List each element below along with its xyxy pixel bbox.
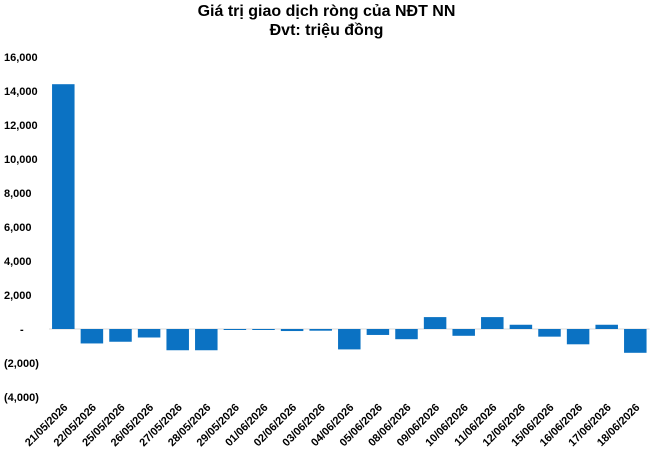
bar-17/06/2026 bbox=[595, 324, 618, 329]
y-tick-label: 10,000 bbox=[4, 154, 38, 166]
y-tick-label: (2,000) bbox=[4, 358, 39, 370]
bar-09/06/2026 bbox=[423, 317, 447, 329]
y-tick-label: 6,000 bbox=[4, 222, 32, 234]
y-tick-label: 4,000 bbox=[4, 256, 32, 268]
chart-title: Giá trị giao dịch ròng của NĐT NN bbox=[197, 3, 456, 20]
bar-11/06/2026 bbox=[481, 317, 504, 329]
bar-01/06/2026 bbox=[252, 329, 275, 330]
bar-12/06/2026 bbox=[509, 324, 533, 329]
bar-26/05/2026 bbox=[137, 329, 161, 338]
bar-15/06/2026 bbox=[538, 329, 561, 337]
bar-03/06/2026 bbox=[309, 329, 332, 331]
bar-16/06/2026 bbox=[566, 329, 590, 345]
bar-18/06/2026 bbox=[624, 329, 647, 353]
bar-22/05/2026 bbox=[80, 329, 104, 344]
bar-05/06/2026 bbox=[366, 329, 390, 335]
y-tick-label: 8,000 bbox=[4, 188, 32, 200]
y-tick-label: 12,000 bbox=[4, 120, 38, 132]
bar-25/05/2026 bbox=[109, 329, 132, 342]
y-tick-label: - bbox=[20, 324, 24, 336]
bar-21/05/2026 bbox=[52, 84, 75, 329]
bar-10/06/2026 bbox=[452, 329, 475, 336]
y-tick-label: 14,000 bbox=[4, 86, 38, 98]
y-tick-label: 16,000 bbox=[4, 52, 38, 64]
bar-04/06/2026 bbox=[338, 329, 361, 350]
bar-28/05/2026 bbox=[195, 329, 218, 351]
y-tick-label: (4,000) bbox=[4, 392, 39, 404]
bar-08/06/2026 bbox=[395, 329, 418, 340]
y-tick-label: 2,000 bbox=[4, 290, 32, 302]
bar-29/05/2026 bbox=[223, 329, 247, 330]
bar-02/06/2026 bbox=[280, 329, 304, 332]
chart-subtitle: Đvt: triệu đồng bbox=[269, 22, 384, 39]
bar-27/05/2026 bbox=[166, 329, 189, 351]
